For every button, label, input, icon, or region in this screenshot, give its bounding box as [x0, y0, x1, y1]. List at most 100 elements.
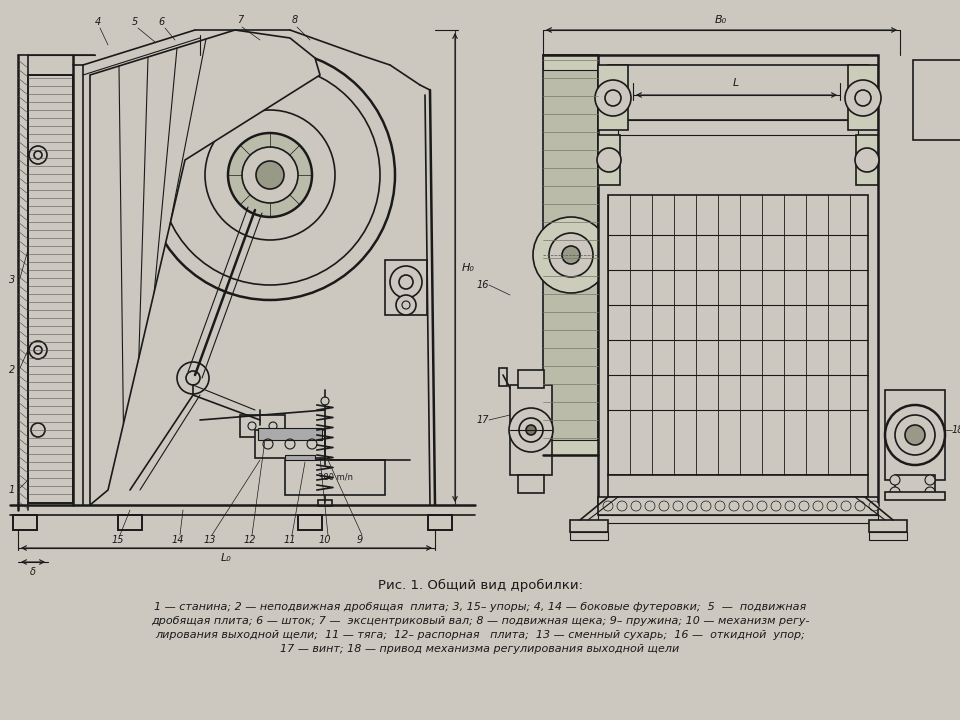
Text: 15: 15 — [111, 535, 124, 545]
Circle shape — [549, 233, 593, 277]
Circle shape — [785, 501, 795, 511]
Bar — [318, 500, 332, 506]
Text: 11: 11 — [284, 535, 297, 545]
Bar — [13, 515, 37, 530]
Text: 18: 18 — [951, 425, 960, 435]
Circle shape — [519, 418, 543, 442]
Circle shape — [562, 246, 580, 264]
Text: 1: 1 — [9, 485, 15, 495]
Circle shape — [228, 133, 312, 217]
Circle shape — [603, 501, 613, 511]
Bar — [608, 475, 868, 497]
Bar — [518, 475, 544, 493]
Bar — [869, 532, 907, 540]
Bar — [913, 60, 960, 140]
Circle shape — [799, 501, 809, 511]
Bar — [598, 55, 878, 505]
Text: 17: 17 — [477, 415, 490, 425]
Text: Рис. 1. Общий вид дробилки:: Рис. 1. Общий вид дробилки: — [377, 578, 583, 592]
Circle shape — [396, 295, 416, 315]
Bar — [570, 532, 608, 540]
Bar — [895, 475, 935, 493]
Circle shape — [890, 487, 900, 497]
Bar — [543, 55, 598, 70]
Circle shape — [905, 425, 925, 445]
Circle shape — [855, 148, 879, 172]
Circle shape — [34, 346, 42, 354]
Bar — [118, 515, 142, 530]
Text: 8: 8 — [292, 15, 299, 25]
Text: лирования выходной щели;  11 — тяга;  12– распорная   плита;  13 — сменный сухар: лирования выходной щели; 11 — тяга; 12– … — [156, 630, 804, 640]
Text: B₀: B₀ — [715, 15, 727, 25]
Text: L₀: L₀ — [221, 553, 231, 563]
Text: 3: 3 — [9, 275, 15, 285]
Circle shape — [145, 50, 395, 300]
Circle shape — [597, 148, 621, 172]
Bar — [869, 520, 907, 532]
Bar — [885, 492, 945, 500]
Circle shape — [160, 65, 380, 285]
Text: 7: 7 — [237, 15, 243, 25]
Bar — [608, 65, 868, 120]
Bar — [428, 515, 452, 530]
Circle shape — [687, 501, 697, 511]
Text: δ: δ — [30, 567, 36, 577]
Text: 5: 5 — [132, 17, 138, 27]
Circle shape — [890, 475, 900, 485]
Bar — [598, 135, 620, 185]
Bar — [298, 515, 322, 530]
Polygon shape — [90, 30, 320, 505]
Circle shape — [813, 501, 823, 511]
Circle shape — [885, 405, 945, 465]
Text: 1 — станина; 2 — неподвижная дробящая  плита; 3, 15– упоры; 4, 14 — боковые футе: 1 — станина; 2 — неподвижная дробящая пл… — [154, 602, 806, 612]
Bar — [285, 460, 385, 495]
Bar — [28, 75, 73, 503]
Circle shape — [673, 501, 683, 511]
Text: L: L — [732, 78, 739, 88]
Circle shape — [827, 501, 837, 511]
Circle shape — [743, 501, 753, 511]
Bar — [255, 430, 325, 458]
Text: 6: 6 — [158, 17, 165, 27]
Text: 10: 10 — [319, 535, 331, 545]
Bar — [598, 497, 878, 515]
Bar — [570, 520, 608, 532]
Circle shape — [757, 501, 767, 511]
Text: 14: 14 — [172, 535, 184, 545]
Bar — [499, 368, 507, 386]
Circle shape — [205, 110, 335, 240]
Bar — [618, 120, 858, 135]
Circle shape — [869, 501, 879, 511]
Circle shape — [617, 501, 627, 511]
Bar — [848, 65, 878, 130]
Text: 17 — винт; 18 — привод механизма регулирования выходной щели: 17 — винт; 18 — привод механизма регулир… — [280, 644, 680, 654]
Circle shape — [659, 501, 669, 511]
Bar — [285, 455, 315, 460]
Text: 380 m/n: 380 m/n — [318, 472, 352, 482]
Text: 4: 4 — [95, 17, 101, 27]
Circle shape — [925, 475, 935, 485]
Bar — [543, 55, 598, 455]
Bar — [598, 515, 878, 523]
Bar — [385, 260, 427, 315]
Bar — [543, 440, 598, 455]
Circle shape — [242, 147, 298, 203]
Circle shape — [533, 217, 609, 293]
Bar — [608, 195, 868, 475]
Text: дробящая плита; 6 — шток; 7 —  эксцентриковый вал; 8 — подвижная щека; 9– пружин: дробящая плита; 6 — шток; 7 — эксцентрик… — [151, 616, 809, 626]
Circle shape — [645, 501, 655, 511]
Bar — [240, 415, 285, 437]
Text: 12: 12 — [244, 535, 256, 545]
Circle shape — [715, 501, 725, 511]
Text: 13: 13 — [204, 535, 216, 545]
Text: 2: 2 — [9, 365, 15, 375]
Bar — [885, 390, 945, 480]
Circle shape — [701, 501, 711, 511]
Circle shape — [34, 151, 42, 159]
Circle shape — [925, 487, 935, 497]
Bar — [258, 428, 322, 440]
Circle shape — [845, 80, 881, 116]
Text: 9: 9 — [357, 535, 363, 545]
Circle shape — [526, 425, 536, 435]
Circle shape — [855, 501, 865, 511]
